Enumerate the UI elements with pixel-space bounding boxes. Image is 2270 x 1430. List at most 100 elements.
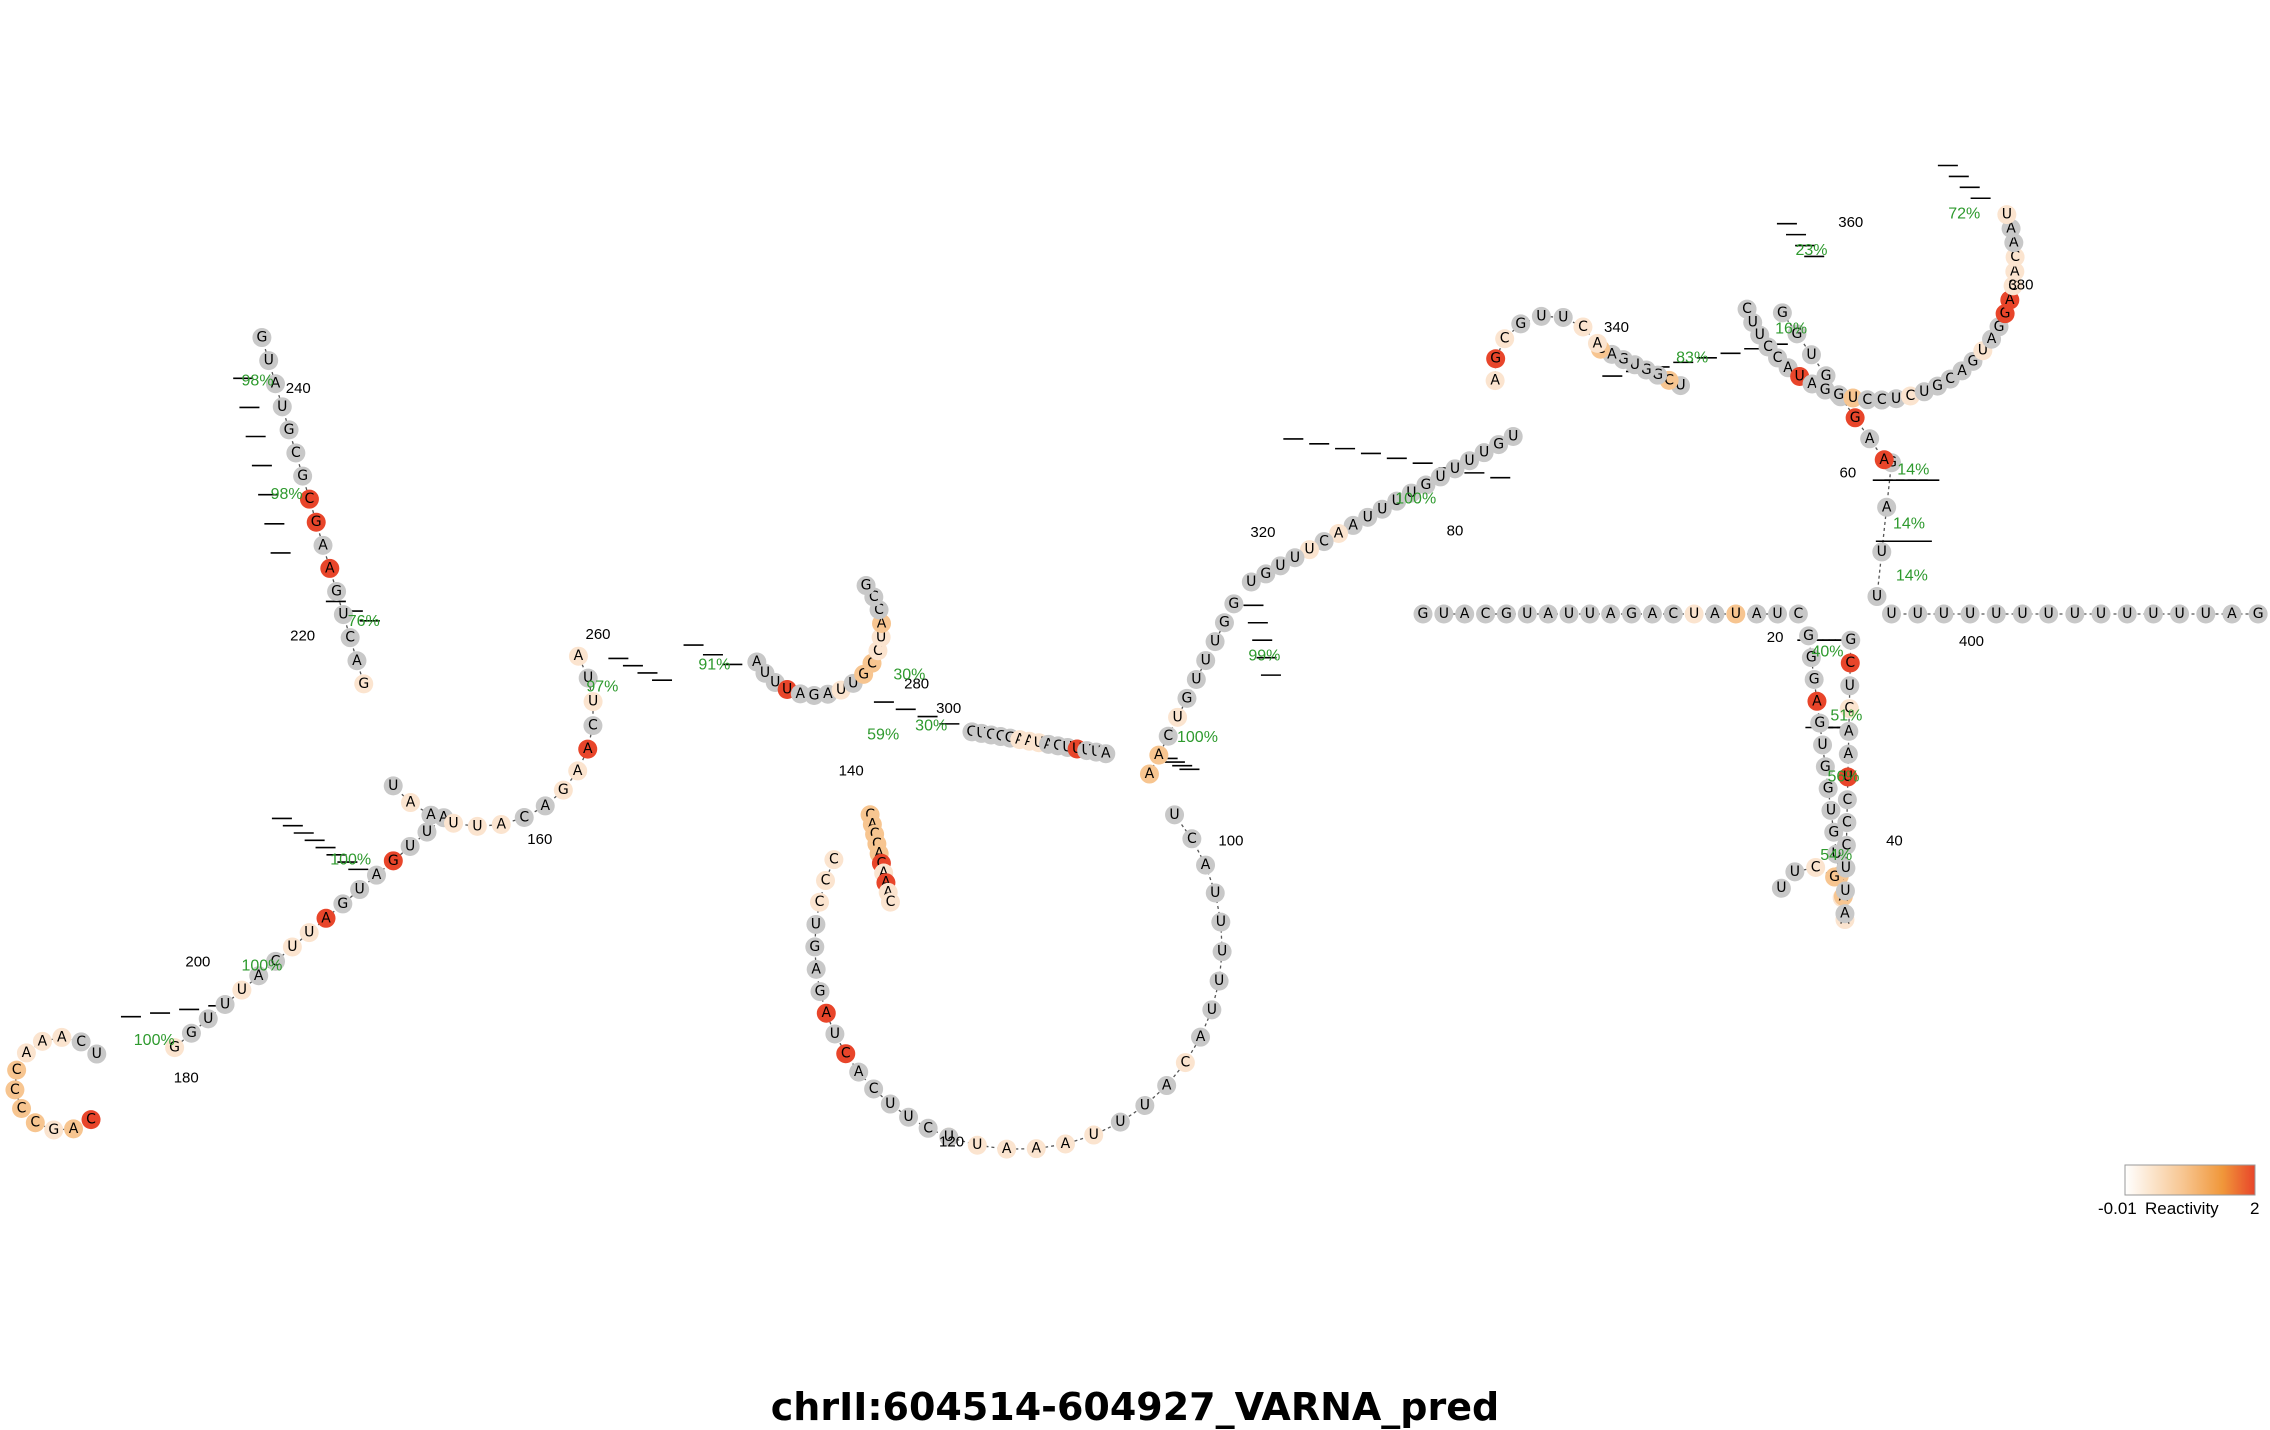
nucleotide-circle [354, 674, 374, 694]
nucleotide: C [299, 489, 319, 509]
nucleotide-letter: U [1795, 368, 1805, 384]
nucleotide: G [1804, 669, 1824, 689]
nucleotide-circle [856, 576, 876, 596]
nucleotide-letter: U [1290, 550, 1300, 566]
nucleotide-letter: G [1652, 367, 1663, 383]
nucleotide-circle [849, 1062, 869, 1082]
backbone-central-loop-b [814, 859, 950, 1138]
nucleotide-letter: U [355, 882, 365, 898]
nucleotide-circle [1149, 745, 1169, 765]
position-number: 100 [1218, 832, 1243, 849]
nucleotide-letter: U [2201, 606, 2211, 622]
nucleotide-circle [383, 776, 403, 796]
nucleotide-letter: A [2009, 235, 2019, 251]
nucleotide: G [293, 466, 313, 486]
nucleotide-circle [2004, 233, 2024, 253]
nucleotide-circle [2143, 604, 2163, 624]
nucleotide-circle [265, 374, 285, 394]
nucleotide-circle [1845, 408, 1865, 428]
position-number: 120 [939, 1134, 964, 1151]
nucleotide-letter: C [305, 491, 315, 507]
nucleotide: U [1186, 669, 1206, 689]
nucleotide-letter: A [540, 798, 550, 814]
nucleotide-circle [804, 685, 824, 705]
nucleotide-letter: C [872, 836, 882, 852]
nucleotide: C [7, 1060, 27, 1080]
nucleotide-circle [1489, 435, 1509, 455]
nucleotide: A [2005, 262, 2025, 282]
nucleotide: U [1387, 491, 1407, 511]
nucleotide-letter: G [186, 1025, 197, 1041]
nucleotide-letter: U [1034, 735, 1044, 751]
nucleotide-letter: A [2005, 292, 2015, 308]
nucleotide-letter: C [1945, 371, 1955, 387]
nucleotide-letter: A [1460, 606, 1470, 622]
nucleotide-letter: U [1089, 1127, 1099, 1143]
nucleotide: C [583, 716, 603, 736]
nucleotide-circle [2012, 604, 2032, 624]
nucleotide-letter: C [1668, 606, 1678, 622]
nucleotide-letter: U [92, 1046, 102, 1062]
nucleotide-letter: A [496, 816, 506, 832]
nucleotide-letter: C [996, 729, 1006, 745]
nucleotide-letter: U [1275, 558, 1285, 574]
nucleotide-letter: U [338, 607, 348, 623]
nucleotide-letter: A [2227, 606, 2237, 622]
nucleotide-circle [810, 892, 830, 912]
nucleotide-circle [1934, 604, 1954, 624]
nucleotide-circle [1838, 767, 1858, 787]
nucleotide: U [1531, 306, 1551, 326]
nucleotide-circle [316, 908, 336, 928]
pair-probability-label: 100% [134, 1032, 175, 1049]
nucleotide-circle [1843, 388, 1863, 408]
nucleotide-letter: U [1522, 606, 1532, 622]
nucleotide-circle [1300, 540, 1319, 560]
nucleotide: C [880, 892, 900, 912]
nucleotide: U [1553, 307, 1573, 327]
nucleotide-circle [1191, 1027, 1211, 1047]
nucleotide-circle [1841, 630, 1861, 650]
nucleotide-letter: C [815, 894, 825, 910]
nucleotide-circle [1517, 604, 1537, 624]
nucleotide: A [316, 908, 336, 928]
nucleotide-circle [1839, 721, 1859, 741]
nucleotide-circle [81, 1110, 101, 1130]
nucleotide-letter: A [1061, 1136, 1071, 1152]
position-number: 320 [1250, 524, 1275, 541]
nucleotide-circle [806, 959, 826, 979]
nucleotide-letter: U [388, 778, 398, 794]
nucleotide-letter: U [2122, 606, 2132, 622]
nucleotide-circle [967, 1135, 987, 1155]
nucleotide-letter: A [1348, 517, 1358, 533]
nucleotide: C [1175, 1053, 1195, 1073]
nucleotide-letter: U [1806, 347, 1816, 363]
nucleotide: C [1495, 329, 1515, 349]
nucleotide: G [1224, 594, 1244, 614]
pair-probability-label: 30% [915, 718, 947, 735]
position-number: 60 [1840, 464, 1857, 481]
nucleotide: G [383, 851, 403, 871]
nucleotide-circle [1495, 329, 1515, 349]
nucleotide: U [2117, 604, 2137, 624]
nucleotide-circle [320, 558, 340, 578]
annotation-layer: 2040608010012014016018020022024026028030… [134, 205, 2034, 1150]
nucleotide-letter: A [879, 865, 889, 881]
nucleotide-circle [1177, 688, 1197, 708]
nucleotide-circle [1158, 726, 1178, 746]
nucleotide: A [1191, 1027, 1211, 1047]
nucleotide-circle [340, 628, 360, 648]
nucleotide-letter: A [1543, 606, 1553, 622]
nucleotide-letter: C [17, 1101, 27, 1117]
nucleotide: A [1055, 1134, 1075, 1154]
nucleotide-letter: U [1991, 606, 2001, 622]
nucleotide-letter: U [1210, 885, 1220, 901]
nucleotide-letter: A [821, 1005, 831, 1021]
nucleotide-letter: A [854, 1064, 864, 1080]
nucleotide-circle [1096, 744, 1116, 764]
nucleotide: A [1455, 604, 1475, 624]
nucleotide-circle [1836, 835, 1856, 855]
nucleotide-circle [1838, 744, 1858, 764]
nucleotide: A [849, 1062, 869, 1082]
nucleotide: G [1772, 303, 1792, 323]
nucleotide-letter: A [874, 846, 884, 862]
